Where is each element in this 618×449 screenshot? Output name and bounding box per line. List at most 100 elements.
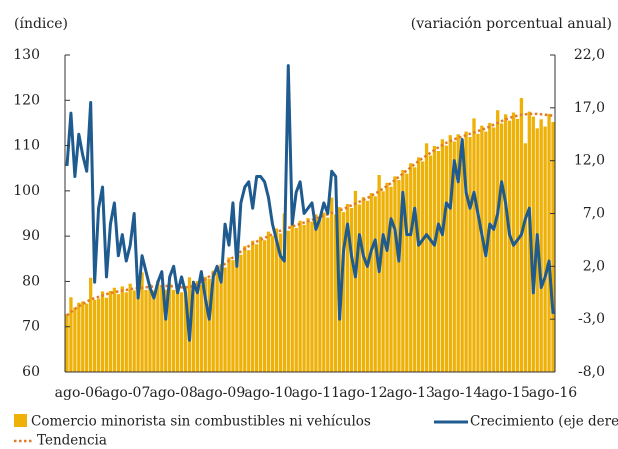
trend-line [66,112,554,317]
bar [409,163,413,372]
bar [274,228,279,372]
y2-axis-title: (variación porcentual anual) [411,16,612,32]
bar [385,182,389,372]
bar [432,146,437,372]
legend-label: Crecimiento (eje derecho) [470,414,618,430]
legend-label: Comercio minorista sin combustibles ni v… [31,414,371,430]
bar [100,291,105,372]
bar [334,214,338,372]
bar [389,186,393,372]
bar [239,254,243,372]
bar [464,131,468,372]
y2-tick-label: 22,0 [574,47,605,63]
bar [243,246,247,372]
x-tick-label: ago-14 [434,385,482,401]
bar [104,297,109,372]
y-tick-label: 90 [22,228,40,244]
bar [302,224,306,372]
bar [235,245,239,372]
bar [179,292,184,372]
bar [460,139,464,372]
bar [203,276,207,372]
bar [310,221,314,372]
bar [156,280,160,372]
bar [172,290,176,372]
bar [318,219,322,372]
bar [440,139,445,372]
bar [393,176,397,372]
bar [227,257,231,372]
bar [306,218,310,372]
bar [152,290,156,372]
bar [361,197,366,372]
bar [124,292,128,372]
bar [405,173,409,372]
bar [476,133,480,372]
bar [73,307,77,372]
bar [69,297,73,372]
bar [401,170,405,372]
bar [195,280,200,372]
bar [444,145,448,372]
bar [353,190,358,372]
bar [543,126,547,373]
bar [120,286,124,372]
y2-tick-label: 7,0 [583,206,605,222]
x-tick-label: ago-09 [197,385,245,401]
bar [515,118,520,372]
bar [278,233,283,372]
bar [85,303,89,372]
bar [503,114,508,373]
bar [92,299,97,372]
bar [270,236,275,372]
legend-swatch [14,414,27,427]
bar [428,155,433,372]
bar [456,134,460,372]
y2-tick-label: 2,0 [583,258,605,274]
y-tick-label: 70 [22,319,40,335]
bar [164,289,168,372]
bar [211,270,215,372]
legend-label: Tendencia [37,433,107,449]
bar [397,179,401,372]
x-tick-label: ago-16 [529,385,577,401]
bar [223,267,227,372]
y-tick-label: 130 [13,47,40,63]
bar [369,193,373,372]
x-tick-label: ago-07 [102,385,150,401]
bar [298,220,302,372]
y-tick-label: 120 [13,92,40,108]
y2-tick-label: 12,0 [574,153,605,169]
bar [254,244,259,372]
y-tick-label: 80 [22,273,40,289]
bar [207,278,211,372]
bar [65,314,69,372]
bar [77,302,81,372]
y-tick-label: 110 [13,138,40,154]
bar [136,291,140,372]
bar [452,141,456,372]
bar [160,285,164,372]
bar [420,161,425,372]
bar [290,223,294,372]
bar [89,277,93,372]
bar [480,125,484,372]
growth-line [65,64,555,342]
bar [294,227,298,372]
bar [258,236,263,372]
bar [191,288,196,372]
x-tick-label: ago-08 [150,385,198,401]
bar [112,287,117,372]
bar [527,111,531,372]
bar [262,240,267,372]
bar [547,113,551,372]
bar [132,290,136,372]
bar [247,250,251,372]
bar [531,116,535,373]
bar [472,118,476,373]
bar [507,120,512,373]
bar [286,230,290,372]
bar [219,264,223,372]
